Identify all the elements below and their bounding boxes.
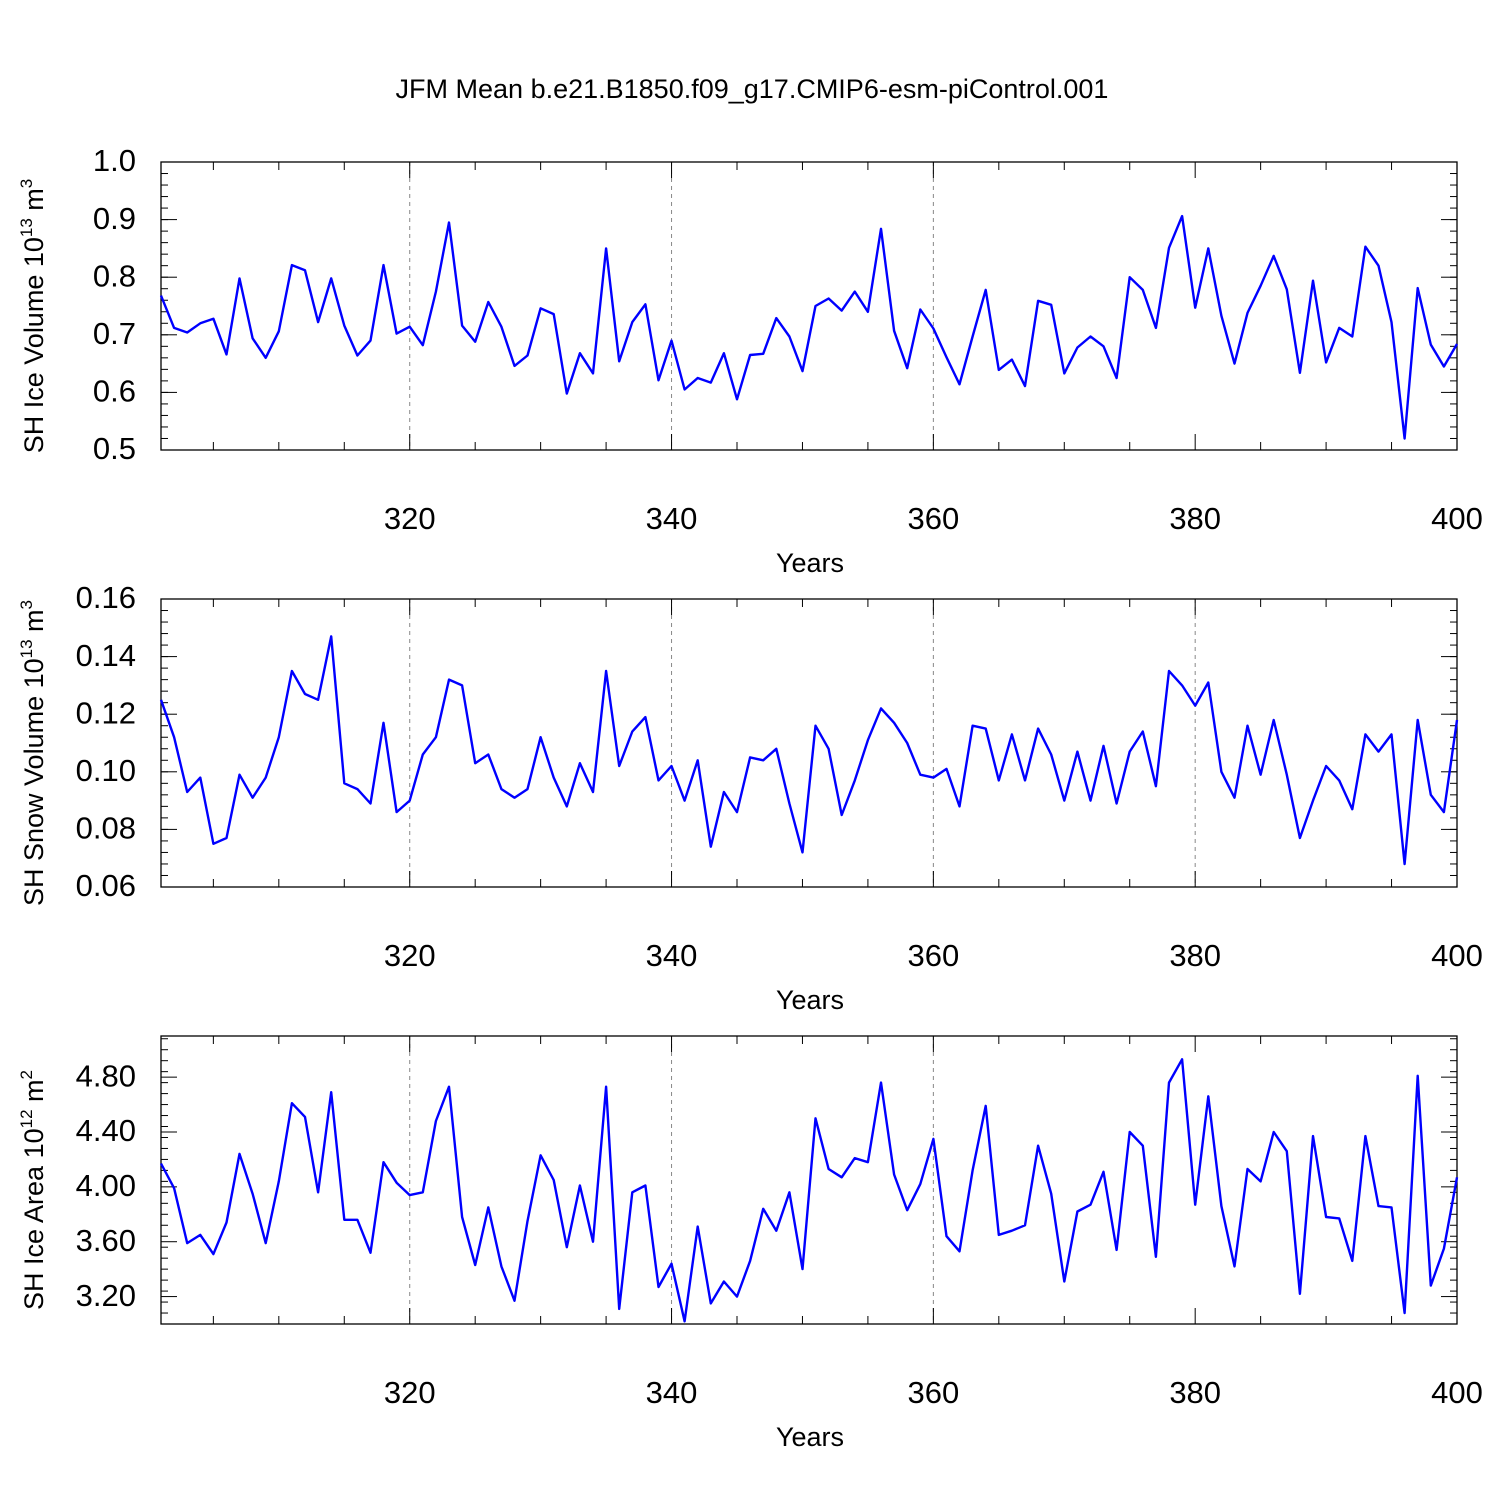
x-tick-label: 400 xyxy=(1431,501,1483,536)
y-axis-title: SH Ice Area 1012 m2 xyxy=(17,1070,49,1310)
y-tick-label: 4.40 xyxy=(76,1113,136,1148)
x-axis-title: Years xyxy=(776,985,844,1015)
x-tick-label: 400 xyxy=(1431,938,1483,973)
x-tick-label: 380 xyxy=(1169,938,1221,973)
y-tick-label: 0.10 xyxy=(76,753,136,788)
x-tick-label: 400 xyxy=(1431,1375,1483,1410)
series-line-snow-volume xyxy=(159,635,1459,866)
x-tick-label: 340 xyxy=(646,938,698,973)
x-axis-title: Years xyxy=(776,1422,844,1452)
y-tick-label: 0.06 xyxy=(76,868,136,903)
y-tick-label: 0.7 xyxy=(93,316,136,351)
x-tick-label: 360 xyxy=(907,1375,959,1410)
panel-snow-volume: 0.06 0.08 0.10 0.12 0.14 0.16 320 340 360 380 400 Y… xyxy=(17,580,1483,1015)
y-tick-label: 3.20 xyxy=(76,1278,136,1313)
y-tick-label: 0.9 xyxy=(93,201,136,236)
x-tick-label: 360 xyxy=(907,501,959,536)
x-tick-label: 380 xyxy=(1169,501,1221,536)
panel-ice-area: 3.20 3.60 4.00 4.40 4.80 320 340 360 380 400 Years… xyxy=(17,1035,1483,1452)
y-axis-title: SH Ice Volume 1013 m3 xyxy=(17,179,49,454)
y-tick-label: 1.0 xyxy=(93,143,136,178)
y-tick-label: 3.60 xyxy=(76,1223,136,1258)
x-tick-label: 320 xyxy=(384,938,436,973)
x-tick-label: 360 xyxy=(907,938,959,973)
plot-frame xyxy=(160,598,1458,888)
y-tick-label: 4.80 xyxy=(76,1058,136,1093)
plot-frame xyxy=(160,161,1458,451)
y-tick-label: 0.6 xyxy=(93,374,136,409)
panel-ice-volume: 0.5 0.6 0.7 0.8 0.9 1.0 320 340 360 380 400 Years SH… xyxy=(17,143,1483,578)
y-tick-label: 0.8 xyxy=(93,258,136,293)
y-tick-label: 0.12 xyxy=(76,695,136,730)
x-tick-label: 320 xyxy=(384,501,436,536)
chart-title: JFM Mean b.e21.B1850.f09_g17.CMIP6-esm-p… xyxy=(396,74,1109,104)
series-line-ice-volume xyxy=(159,214,1459,440)
y-tick-label: 0.16 xyxy=(76,580,136,615)
series-line-ice-area xyxy=(159,1058,1459,1323)
x-tick-label: 340 xyxy=(646,1375,698,1410)
x-axis-title: Years xyxy=(776,548,844,578)
x-tick-label: 320 xyxy=(384,1375,436,1410)
y-axis-title: SH Snow Volume 1013 m3 xyxy=(17,600,49,906)
y-tick-label: 0.5 xyxy=(93,431,136,466)
y-tick-label: 0.08 xyxy=(76,811,136,846)
x-tick-label: 380 xyxy=(1169,1375,1221,1410)
y-tick-label: 0.14 xyxy=(76,638,136,673)
x-tick-label: 340 xyxy=(646,501,698,536)
y-tick-label: 4.00 xyxy=(76,1168,136,1203)
